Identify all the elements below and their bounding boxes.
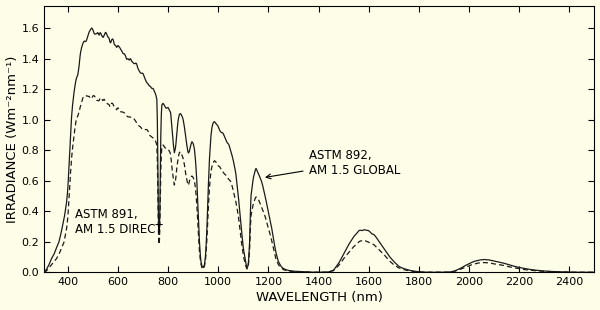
Text: ASTM 892,
AM 1.5 GLOBAL: ASTM 892, AM 1.5 GLOBAL bbox=[266, 148, 400, 179]
Text: ASTM 891,
AM 1.5 DIRECT: ASTM 891, AM 1.5 DIRECT bbox=[75, 208, 163, 236]
X-axis label: WAVELENGTH (nm): WAVELENGTH (nm) bbox=[256, 291, 383, 304]
Y-axis label: IRRADIANCE (Wm⁻²nm⁻¹): IRRADIANCE (Wm⁻²nm⁻¹) bbox=[5, 55, 19, 223]
